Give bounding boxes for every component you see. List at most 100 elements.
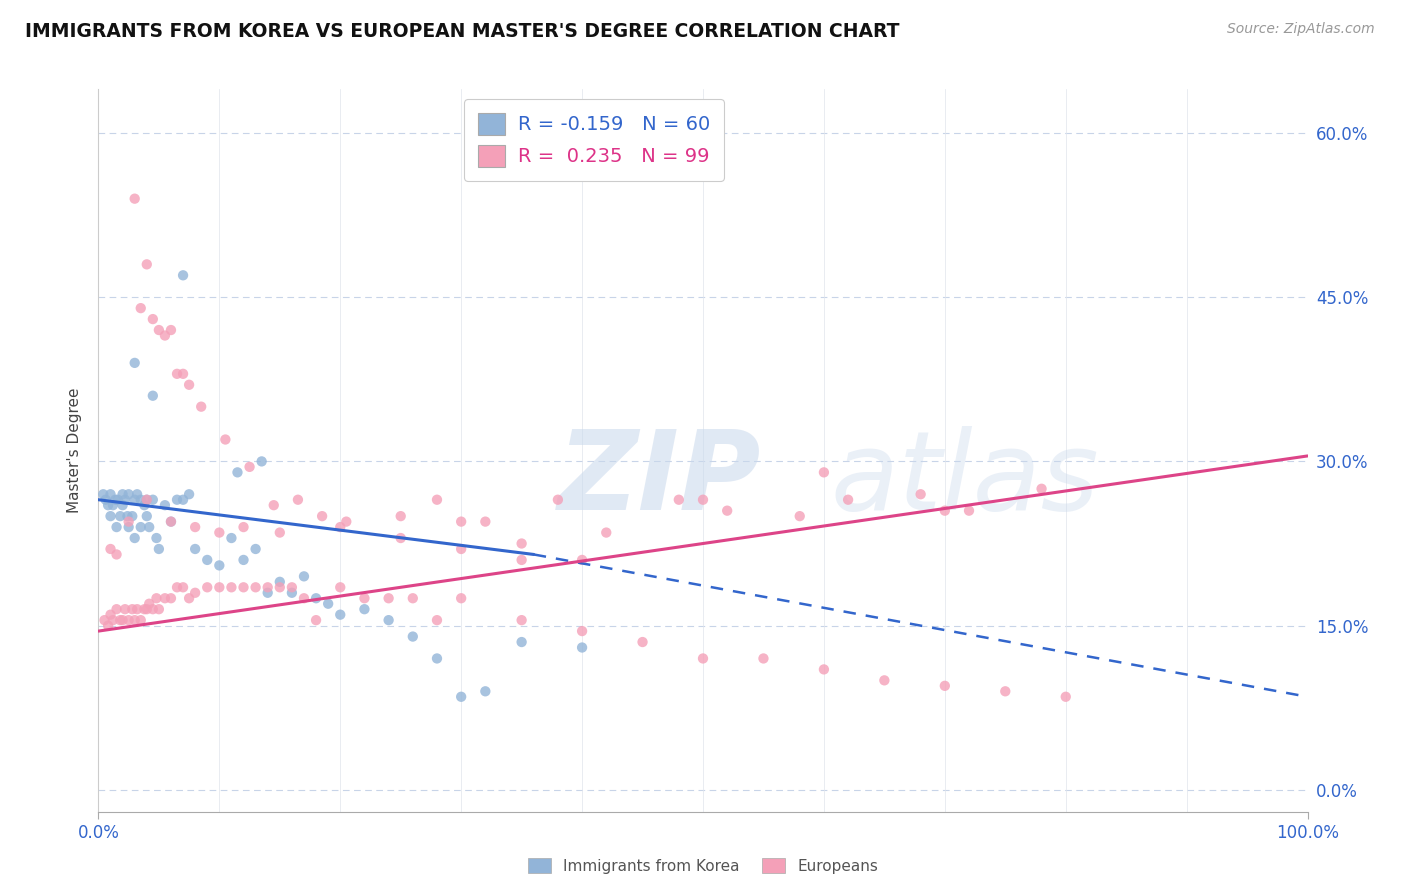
Point xyxy=(160,515,183,529)
Point xyxy=(221,531,243,545)
Point xyxy=(118,613,141,627)
Point xyxy=(232,520,254,534)
Point xyxy=(172,367,194,381)
Point xyxy=(179,591,201,606)
Point xyxy=(184,520,207,534)
Point xyxy=(127,602,149,616)
Point xyxy=(195,580,218,594)
Point xyxy=(129,492,152,507)
Point xyxy=(100,607,122,622)
Point xyxy=(353,602,375,616)
Point xyxy=(124,356,146,370)
Point xyxy=(269,525,291,540)
Text: IMMIGRANTS FROM KOREA VS EUROPEAN MASTER'S DEGREE CORRELATION CHART: IMMIGRANTS FROM KOREA VS EUROPEAN MASTER… xyxy=(25,22,900,41)
Point xyxy=(129,301,152,315)
Point xyxy=(305,591,328,606)
Legend: Immigrants from Korea, Europeans: Immigrants from Korea, Europeans xyxy=(522,852,884,880)
Point xyxy=(195,553,218,567)
Point xyxy=(450,591,472,606)
Point xyxy=(142,492,165,507)
Point xyxy=(402,630,425,644)
Point xyxy=(111,487,134,501)
Point xyxy=(160,323,183,337)
Point xyxy=(121,602,143,616)
Point xyxy=(135,509,157,524)
Point xyxy=(510,536,533,550)
Point xyxy=(256,580,278,594)
Point xyxy=(179,377,201,392)
Point xyxy=(117,509,139,524)
Point xyxy=(118,520,141,534)
Point xyxy=(121,509,143,524)
Point xyxy=(245,541,267,556)
Point xyxy=(208,580,231,594)
Point xyxy=(208,525,231,540)
Point xyxy=(1054,690,1077,704)
Point xyxy=(142,312,165,326)
Point xyxy=(263,498,285,512)
Point xyxy=(692,651,714,665)
Point xyxy=(1031,482,1053,496)
Point xyxy=(179,487,201,501)
Point xyxy=(108,613,131,627)
Point xyxy=(124,531,146,545)
Point xyxy=(353,591,375,606)
Point xyxy=(94,492,117,507)
Point xyxy=(692,492,714,507)
Point xyxy=(571,553,593,567)
Point xyxy=(752,651,775,665)
Point xyxy=(100,541,122,556)
Point xyxy=(311,509,333,524)
Point xyxy=(105,548,128,562)
Point xyxy=(101,498,124,512)
Point xyxy=(145,531,167,545)
Point xyxy=(510,635,533,649)
Point xyxy=(148,541,170,556)
Point xyxy=(510,613,533,627)
Point xyxy=(221,580,243,594)
Point xyxy=(934,679,956,693)
Point xyxy=(107,492,129,507)
Point xyxy=(316,597,339,611)
Point xyxy=(91,487,114,501)
Point xyxy=(426,613,449,627)
Point xyxy=(269,580,291,594)
Point xyxy=(329,520,352,534)
Point xyxy=(97,498,120,512)
Y-axis label: Master's Degree: Master's Degree xyxy=(67,388,83,513)
Point xyxy=(232,580,254,594)
Point xyxy=(239,459,262,474)
Point xyxy=(114,602,136,616)
Point xyxy=(226,466,249,480)
Point xyxy=(124,613,146,627)
Text: Source: ZipAtlas.com: Source: ZipAtlas.com xyxy=(1227,22,1375,37)
Point xyxy=(329,607,352,622)
Point xyxy=(160,591,183,606)
Point xyxy=(292,591,315,606)
Point xyxy=(631,635,654,649)
Point xyxy=(208,558,231,573)
Point xyxy=(138,520,160,534)
Point xyxy=(148,323,170,337)
Point xyxy=(245,580,267,594)
Point xyxy=(127,487,149,501)
Point xyxy=(377,591,399,606)
Point xyxy=(547,492,569,507)
Point xyxy=(934,503,956,517)
Point xyxy=(118,515,141,529)
Point xyxy=(142,602,165,616)
Point xyxy=(108,509,131,524)
Point xyxy=(450,515,472,529)
Point xyxy=(148,602,170,616)
Point xyxy=(426,492,449,507)
Point xyxy=(571,624,593,639)
Point xyxy=(873,673,896,688)
Point xyxy=(256,586,278,600)
Point xyxy=(184,586,207,600)
Point xyxy=(135,492,157,507)
Point xyxy=(172,268,194,283)
Point xyxy=(716,503,738,517)
Point xyxy=(134,498,156,512)
Point xyxy=(172,492,194,507)
Point xyxy=(474,515,496,529)
